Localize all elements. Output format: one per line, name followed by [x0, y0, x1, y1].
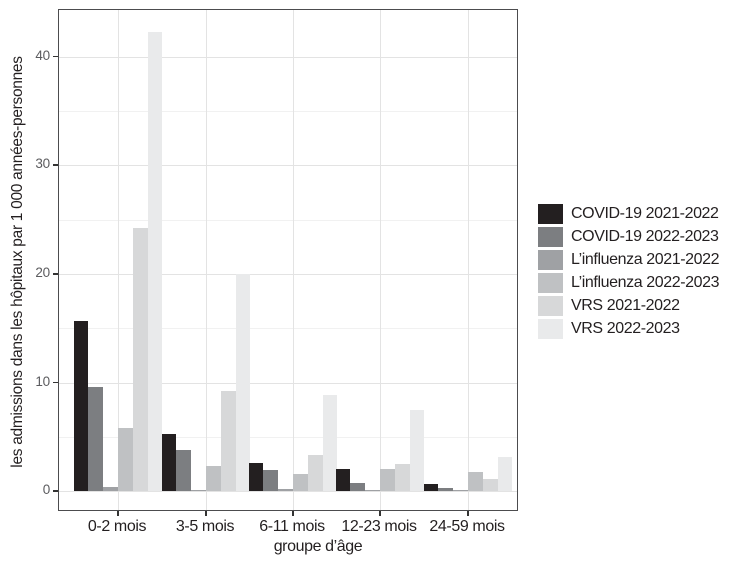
gridline-major-v: [468, 10, 469, 510]
bar: [263, 469, 279, 492]
legend-swatch: [538, 226, 563, 247]
bar: [307, 455, 323, 492]
legend-item: COVID-19 2022-2023: [538, 225, 719, 248]
bar: [293, 473, 308, 492]
bar: [88, 387, 104, 492]
bar: [497, 456, 513, 492]
y-axis-title: les admissions dans les hôpitaux par 1 0…: [9, 56, 26, 468]
gridline-major-v: [293, 10, 294, 510]
x-tick-label: 24-59 mois: [429, 518, 505, 535]
bar: [350, 482, 366, 492]
bar: [132, 228, 148, 492]
x-tick-label: 12-23 mois: [341, 518, 417, 535]
x-axis-tick: [379, 511, 381, 516]
y-tick-label: 30: [35, 156, 50, 172]
gridline-major-v: [206, 10, 207, 510]
legend: COVID-19 2021-2022 COVID-19 2022-2023 L’in…: [538, 202, 720, 340]
bar: [423, 483, 439, 492]
y-axis-tick: [53, 55, 58, 58]
x-tick-label: 6-11 mois: [259, 518, 325, 535]
bar: [161, 433, 177, 492]
bar: [248, 463, 264, 492]
gridline-minor-h: [59, 111, 517, 113]
y-axis-tick: [53, 490, 58, 492]
legend-label: COVID-19 2021-2022: [571, 204, 719, 222]
bar: [235, 274, 251, 492]
x-tick-label: 0-2 mois: [87, 518, 147, 535]
bar: [73, 320, 89, 492]
bar: [453, 490, 468, 492]
legend-item: COVID-19 2021-2022: [538, 202, 719, 225]
plot-area: [58, 9, 518, 511]
gridline-minor-h: [59, 437, 517, 439]
legend-label: VRS 2021-2022: [571, 296, 680, 314]
bar: [468, 471, 483, 492]
y-axis-tick: [53, 381, 58, 384]
x-axis-tick: [205, 511, 207, 516]
y-tick-label: 40: [35, 47, 50, 63]
y-tick-label: 0: [42, 482, 51, 498]
bar: [103, 487, 118, 492]
x-axis-title: groupe d’âge: [273, 538, 363, 555]
gridline-minor-h: [59, 219, 517, 221]
legend-label: VRS 2022-2023: [571, 319, 680, 337]
bar: [409, 409, 425, 492]
legend-swatch: [538, 272, 563, 293]
gridline-major-h: [59, 274, 517, 276]
bar: [394, 464, 410, 492]
legend-label: L’influenza 2021-2022: [571, 250, 720, 268]
x-axis-tick: [292, 511, 294, 516]
gridline-minor-h: [59, 328, 517, 330]
gridline-major-h: [59, 165, 517, 167]
legend-item: L’influenza 2021-2022: [538, 248, 720, 271]
bar: [322, 394, 338, 492]
x-axis-tick: [117, 511, 119, 516]
bar: [220, 391, 236, 492]
legend-item: VRS 2021-2022: [538, 294, 719, 317]
legend-swatch: [538, 295, 563, 316]
bar: [118, 428, 133, 492]
gridline-major-h: [59, 491, 517, 493]
gridline-major-h: [59, 382, 517, 384]
bar: [438, 488, 454, 492]
gridline-major-h: [59, 56, 517, 58]
bar: [482, 479, 498, 492]
bar: [278, 489, 293, 492]
bar: [380, 468, 395, 492]
legend-label: COVID-19 2022-2023: [571, 227, 719, 245]
x-axis-tick: [467, 511, 469, 516]
bar: [365, 490, 380, 492]
legend-label: L’influenza 2022-2023: [571, 273, 720, 291]
y-axis-tick: [53, 164, 58, 166]
bar: [176, 450, 192, 492]
legend-item: VRS 2022-2023: [538, 317, 719, 340]
bar: [191, 490, 206, 492]
x-tick-label: 3-5 mois: [175, 518, 235, 535]
bar: [206, 466, 221, 492]
y-axis-tick: [53, 273, 58, 275]
legend-swatch: [538, 249, 563, 270]
gridline-major-v: [118, 10, 119, 510]
bar: [335, 468, 351, 492]
legend-swatch: [538, 318, 563, 339]
legend-swatch: [538, 203, 563, 224]
y-tick-label: 10: [35, 373, 50, 389]
gridline-major-v: [380, 10, 381, 510]
y-tick-label: 20: [35, 265, 50, 281]
bar: [147, 31, 163, 492]
legend-item: L’influenza 2022-2023: [538, 271, 720, 294]
